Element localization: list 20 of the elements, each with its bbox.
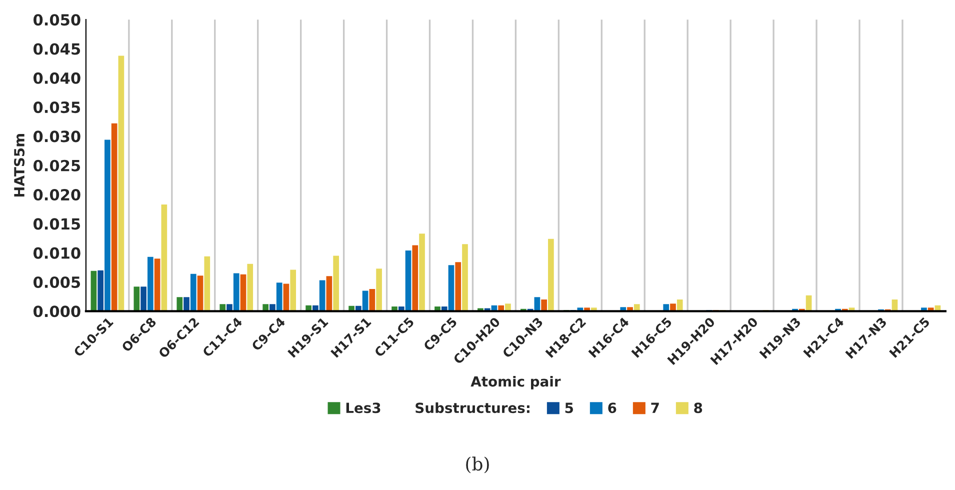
y-tick-label: 0.040 (33, 72, 80, 84)
y-axis-title: HATS5m (14, 134, 25, 197)
legend-label: 5 (565, 402, 573, 414)
legend-label: 6 (608, 402, 616, 414)
y-tick-label: 0.000 (33, 306, 80, 318)
y-tick-label: 0.010 (33, 247, 80, 259)
y-tick-label: 0.035 (33, 102, 80, 114)
y-tick-label: 0.015 (33, 218, 80, 230)
legend-label: 7 (651, 402, 659, 413)
y-tick-label: 0.020 (33, 188, 80, 201)
text: (b) (466, 456, 489, 474)
x-axis-title: Atomic pair (470, 376, 561, 390)
y-tick-label: 0.050 (33, 14, 80, 26)
y-tick-label: 0.030 (33, 130, 80, 142)
legend-label: 8 (694, 402, 702, 414)
legend-label: Les3 (346, 402, 380, 414)
y-tick-label: 0.045 (33, 43, 80, 55)
y-tick-label: 0.005 (33, 276, 80, 288)
y-tick-label: 0.025 (33, 160, 80, 172)
legend-title: Substructures: (416, 402, 530, 414)
